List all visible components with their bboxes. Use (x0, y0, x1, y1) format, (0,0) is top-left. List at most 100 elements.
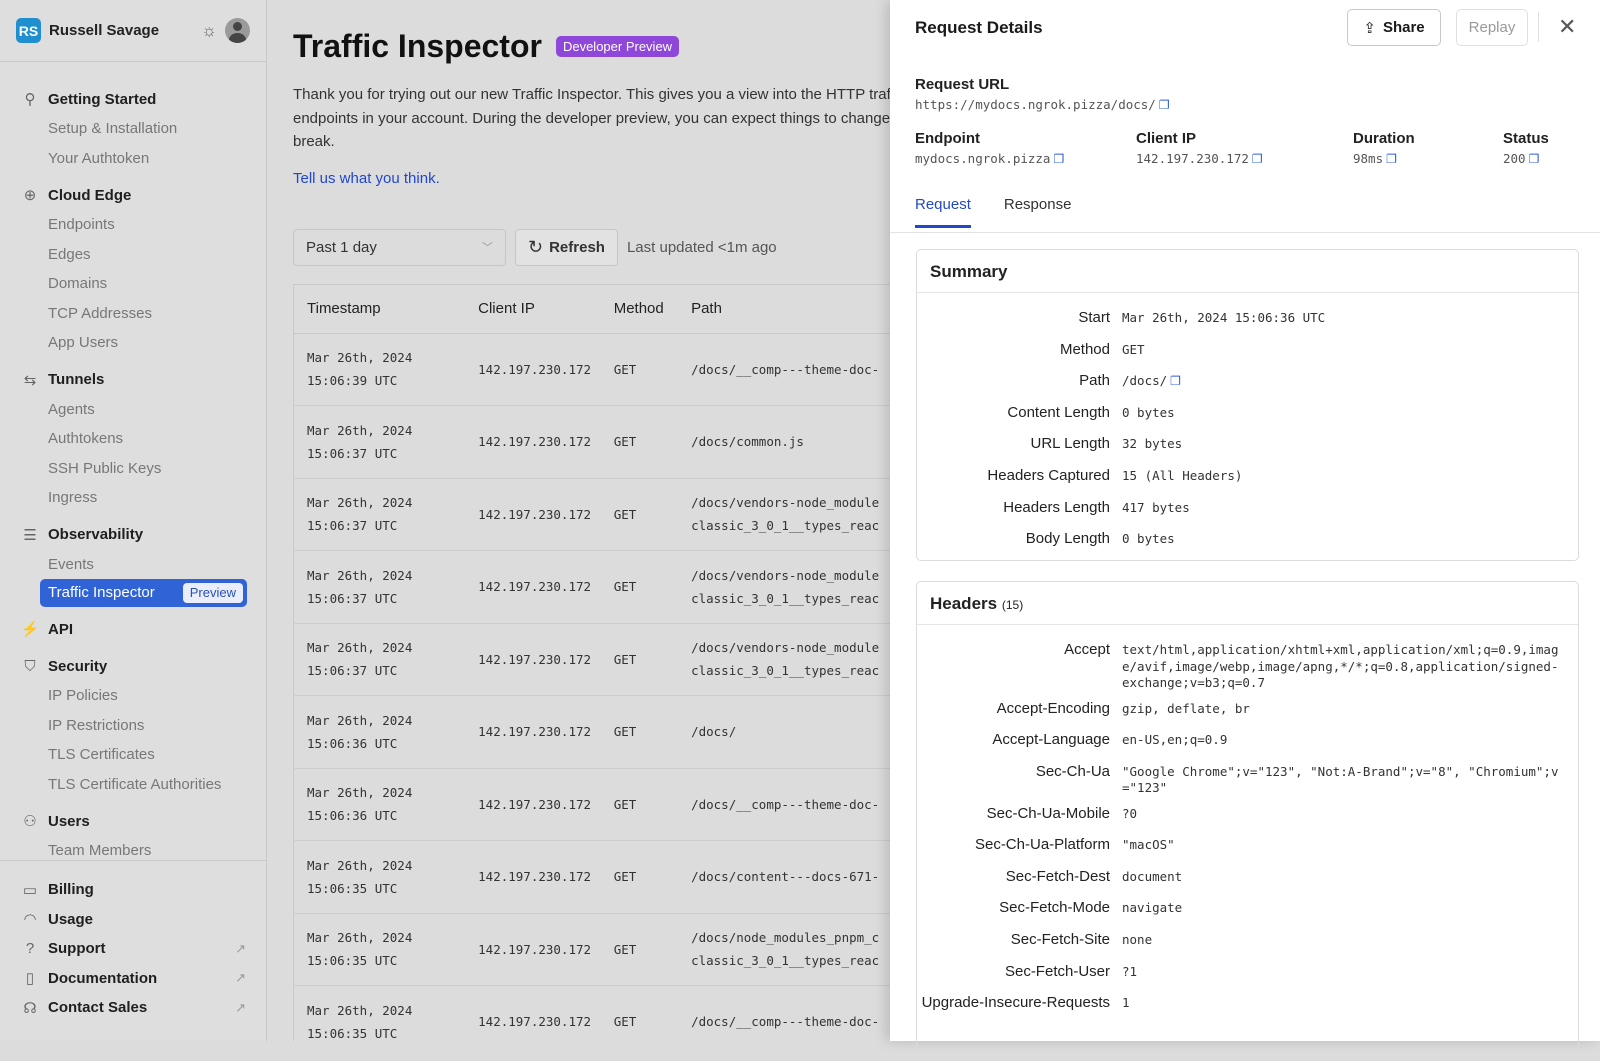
copy-icon[interactable]: ❐ (1528, 152, 1540, 166)
summary-row: URL Length 32 bytes (917, 427, 1578, 459)
sidebar-item-setup-installation[interactable]: Setup & Installation (0, 114, 266, 144)
sidebar-item-tls-certificates[interactable]: TLS Certificates (0, 740, 266, 770)
table-row[interactable]: Mar 26th, 2024 15:06:37 UTC 142.197.230.17… (293, 623, 890, 696)
timestamp-date: Mar 26th, 2024 (307, 640, 413, 656)
plug-icon: ⚡ (20, 621, 40, 638)
footer-item-label: Support (48, 940, 106, 958)
users-icon: ⚇ (23, 813, 37, 830)
sidebar-footer-support[interactable]: ? Support ↗ (0, 934, 266, 964)
sidebar-item-traffic-inspector[interactable]: Traffic Inspector Preview (40, 579, 247, 607)
column-header-timestamp[interactable]: Timestamp (293, 284, 466, 334)
path-line-2: classic_3_0_1__types_reac (691, 953, 880, 969)
table-row[interactable]: Mar 26th, 2024 15:06:37 UTC 142.197.230.17… (293, 405, 890, 479)
sidebar-item-team-members[interactable]: Team Members (0, 836, 266, 866)
method-cell: GET (600, 550, 679, 624)
header-row: Sec-Fetch-Site none (917, 923, 1578, 955)
header-row: Accept-Encoding gzip, deflate, br (917, 692, 1578, 724)
sidebar-item-events[interactable]: Events (0, 550, 266, 580)
sidebar-item-endpoints[interactable]: Endpoints (0, 210, 266, 240)
sidebar-item-tcp-addresses[interactable]: TCP Addresses (0, 299, 266, 329)
sidebar-item-agents[interactable]: Agents (0, 395, 266, 425)
theme-toggle-sun-icon[interactable]: ☼ (201, 20, 217, 40)
sidebar-section-api[interactable]: ⚡ API (0, 614, 266, 644)
table-row[interactable]: Mar 26th, 2024 15:06:36 UTC 142.197.230.17… (293, 768, 890, 841)
summary-row-value: 32 bytes (1122, 436, 1183, 452)
client-ip-cell: 142.197.230.172 (465, 913, 601, 986)
close-icon[interactable]: ✕ (1558, 14, 1577, 39)
tab-response[interactable]: Response (1003, 196, 1072, 213)
rocket-icon: ⚲ (24, 91, 36, 108)
path-cell: /docs/vendors-node_module classic_3_0_1__… (678, 478, 890, 551)
account-name[interactable]: Russell Savage (49, 22, 160, 39)
sidebar-section-getting-started[interactable]: ⚲ Getting Started (0, 84, 266, 114)
sidebar-section-observability[interactable]: ☰ Observability (0, 520, 266, 550)
header-row-value-wrap: ?0 (1110, 797, 1562, 823)
account-avatar[interactable]: RS (16, 18, 41, 43)
copy-icon[interactable]: ❐ (1386, 152, 1397, 166)
table-row[interactable]: Mar 26th, 2024 15:06:37 UTC 142.197.230.17… (293, 550, 890, 624)
method-cell: GET (600, 985, 679, 1041)
copy-icon[interactable]: ❐ (1158, 98, 1170, 112)
path-line-2: classic_3_0_1__types_reac (691, 663, 880, 679)
sidebar-item-ip-restrictions[interactable]: IP Restrictions (0, 711, 266, 741)
sidebar-section-users[interactable]: ⚇ Users (0, 806, 266, 836)
sidebar-section-cloud-edge[interactable]: ⊕ Cloud Edge (0, 180, 266, 210)
refresh-button[interactable]: ↻ Refresh (515, 228, 618, 266)
replay-button[interactable]: Replay (1456, 9, 1528, 46)
table-row[interactable]: Mar 26th, 2024 15:06:36 UTC 142.197.230.17… (293, 695, 890, 769)
time-range-select[interactable]: Past 1 day ﹀ (293, 228, 506, 266)
sidebar-footer-documentation[interactable]: ▯ Documentation ↗ (0, 964, 266, 994)
feedback-link[interactable]: Tell us what you think. (293, 169, 440, 187)
table-row[interactable]: Mar 26th, 2024 15:06:35 UTC 142.197.230.17… (293, 840, 890, 914)
sidebar-item-domains[interactable]: Domains (0, 269, 266, 299)
sidebar-item-authtokens[interactable]: Authtokens (0, 424, 266, 454)
column-header-path[interactable]: Path (678, 284, 890, 334)
meta-label: Status (1503, 130, 1549, 147)
summary-row-value-wrap: 15 (All Headers) (1110, 459, 1562, 485)
header-row-value-wrap: 1 (1110, 986, 1562, 1012)
sidebar-footer-usage[interactable]: ◠ Usage (0, 905, 266, 935)
method-cell: GET (600, 623, 679, 696)
copy-icon[interactable]: ❐ (1251, 152, 1263, 166)
client-ip-cell: 142.197.230.172 (465, 478, 601, 551)
path-cell: /docs/vendors-node_module classic_3_0_1__… (678, 550, 890, 624)
column-header-method[interactable]: Method (600, 284, 679, 334)
client-ip-cell: 142.197.230.172 (465, 985, 601, 1041)
observability-icon: ☰ (23, 526, 37, 544)
sidebar-footer-billing[interactable]: ▭ Billing (0, 875, 266, 905)
sidebar-item-ingress[interactable]: Ingress (0, 483, 266, 513)
table-row[interactable]: Mar 26th, 2024 15:06:39 UTC 142.197.230.17… (293, 333, 890, 406)
sidebar-item-label: Traffic Inspector (48, 584, 155, 602)
sidebar-section-security[interactable]: ⛉ Security (0, 651, 266, 681)
sidebar-item-your-authtoken[interactable]: Your Authtoken (0, 144, 266, 174)
sidebar-item-edges[interactable]: Edges (0, 240, 266, 270)
page-title-text: Traffic Inspector (293, 28, 542, 64)
table-row[interactable]: Mar 26th, 2024 15:06:35 UTC 142.197.230.17… (293, 913, 890, 986)
path-line: /docs/vendors-node_module (691, 567, 880, 583)
path-line: /docs/content---docs-671- (691, 869, 880, 885)
header-row-value: navigate (1122, 900, 1183, 916)
share-button[interactable]: ⇪ Share (1347, 9, 1441, 46)
tab-request[interactable]: Request (915, 196, 971, 228)
sidebar-item-ssh-public-keys[interactable]: SSH Public Keys (0, 454, 266, 484)
share-icon: ⇪ (1363, 19, 1376, 37)
sidebar-item-label: Setup & Installation (48, 120, 178, 137)
timestamp-cell: Mar 26th, 2024 15:06:37 UTC (293, 405, 466, 479)
column-header-client-ip[interactable]: Client IP (465, 284, 601, 334)
sidebar-item-app-users[interactable]: App Users (0, 328, 266, 358)
timestamp-cell: Mar 26th, 2024 15:06:37 UTC (293, 478, 466, 551)
header-row: Upgrade-Insecure-Requests 1 (917, 986, 1578, 1018)
sidebar-footer-contact-sales[interactable]: ☊ Contact Sales ↗ (0, 993, 266, 1023)
table-row[interactable]: Mar 26th, 2024 15:06:37 UTC 142.197.230.17… (293, 478, 890, 551)
headers-title-text: Headers (930, 594, 998, 613)
copy-icon[interactable]: ❐ (1170, 374, 1181, 389)
user-avatar[interactable] (225, 18, 250, 43)
refresh-icon: ↻ (528, 236, 544, 257)
sidebar-section-tunnels[interactable]: ⇆ Tunnels (0, 365, 266, 395)
table-row[interactable]: Mar 26th, 2024 15:06:35 UTC 142.197.230.17… (293, 985, 890, 1041)
copy-icon[interactable]: ❐ (1053, 152, 1065, 166)
sidebar-item-ip-policies[interactable]: IP Policies (0, 681, 266, 711)
summary-row-value-wrap: 0 bytes (1110, 522, 1562, 548)
sidebar-item-tls-certificate-authorities[interactable]: TLS Certificate Authorities (0, 770, 266, 800)
detail-tabs: Request Response (915, 196, 1104, 228)
